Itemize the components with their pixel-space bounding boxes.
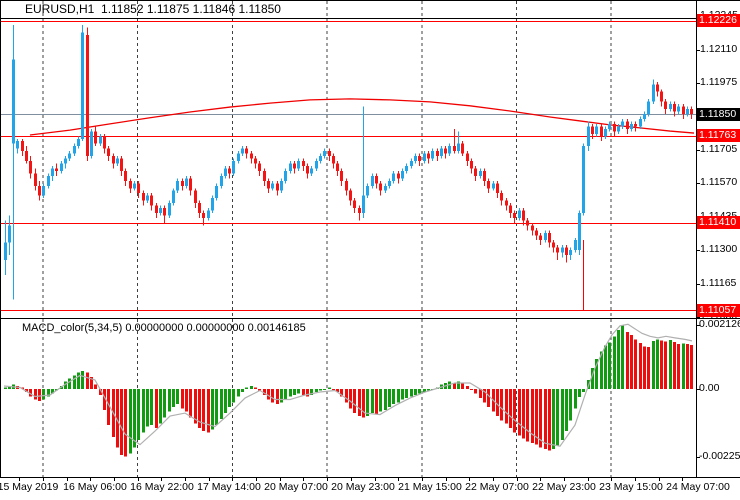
macd-axis-label: 0.00 <box>699 382 720 394</box>
time-axis-label: 23 May 15:00 <box>599 481 663 493</box>
price-badge-red: 1.11057 <box>697 303 740 317</box>
macd-axis-label: 0.0021268 <box>699 318 740 330</box>
price-axis-label: 1.11300 <box>700 243 738 256</box>
time-axis-label: 17 May 14:00 <box>197 481 261 493</box>
time-axis-label: 20 May 07:00 <box>264 481 328 493</box>
price-badge-red: 1.11763 <box>697 129 740 143</box>
price-axis-label: 1.11975 <box>700 76 738 89</box>
price-axis-label: 1.11165 <box>700 276 737 289</box>
macd-indicator-name: MACD_color(5,34,5) <box>22 322 123 334</box>
price-badge-red: 1.12226 <box>697 14 740 28</box>
price-axis-label: 1.11705 <box>700 142 738 155</box>
time-axis-label: 24 May 07:00 <box>666 481 730 493</box>
time-axis-label: 22 May 23:00 <box>532 481 596 493</box>
time-axis-label: 16 May 22:00 <box>130 481 194 493</box>
macd-indicator-title: MACD_color(5,34,5) 0.00000000 0.00000000… <box>22 322 306 334</box>
time-axis-label: 16 May 06:00 <box>63 481 127 493</box>
price-badge-red: 1.11410 <box>697 216 740 230</box>
macd-indicator-values: 0.00000000 0.00000000 0.00146185 <box>125 322 306 334</box>
time-axis-label: 22 May 07:00 <box>465 481 529 493</box>
time-axis-label: 21 May 15:00 <box>398 481 462 493</box>
price-axis-label: 1.12110 <box>700 42 738 55</box>
time-axis-label: 20 May 23:00 <box>331 481 395 493</box>
macd-axis-label: -0.002250 <box>699 449 740 462</box>
price-badge-black: 1.11850 <box>697 107 740 121</box>
price-axis-label: 1.11570 <box>700 176 738 189</box>
time-axis-label: 15 May 2019 <box>0 481 59 493</box>
chart-ohlc-title: EURUSD,H1 1.11852 1.11875 1.11846 1.1185… <box>25 2 281 16</box>
